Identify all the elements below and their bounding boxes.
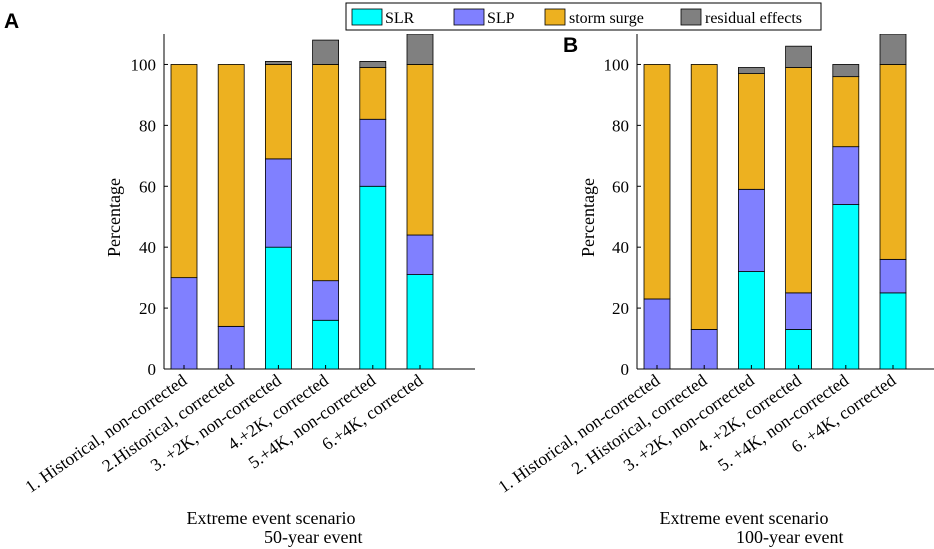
legend-swatch-slp	[453, 8, 485, 26]
y-axis-label: Percentage	[578, 178, 598, 257]
y-tick-label: 0	[148, 360, 157, 379]
y-tick-label: 80	[612, 116, 629, 135]
bar-segment-slr	[264, 246, 292, 369]
bar-segment-slr	[879, 292, 907, 369]
bar-segment-storm-surge	[312, 64, 340, 282]
bar-segment-storm-surge	[832, 76, 860, 148]
bar-segment-slr	[359, 185, 387, 369]
y-tick-label: 80	[139, 116, 156, 135]
event-subtitle: 50-year event	[264, 527, 362, 547]
bar-segment-slp	[738, 188, 765, 272]
bar-segment-slr	[312, 319, 340, 369]
legend-label-slr: SLR	[385, 10, 415, 27]
bar-segment-storm-surge	[785, 67, 812, 294]
bar-segment-slp	[264, 158, 292, 248]
bar-segment-storm-surge	[170, 64, 198, 279]
bar-segment-residual-effects	[738, 67, 765, 74]
bar-segment-residual-effects	[406, 34, 434, 65]
bar-segment-slp	[217, 325, 245, 369]
bar-segment-residual-effects	[312, 39, 340, 65]
bars	[643, 34, 907, 369]
bar-segment-storm-surge	[406, 64, 434, 236]
bar-segment-slr	[785, 329, 812, 369]
bars	[170, 34, 434, 369]
bar-segment-storm-surge	[738, 73, 765, 190]
legend: SLR SLP storm surge residual effects	[345, 2, 822, 31]
bar-segment-slp	[359, 118, 387, 187]
legend-label-surge: storm surge	[569, 10, 644, 27]
bar-segment-storm-surge	[643, 64, 671, 300]
bar-segment-slp	[170, 277, 198, 369]
legend-label-slp: SLP	[487, 10, 515, 27]
bar-segment-slp	[832, 146, 860, 205]
y-tick-label: 20	[612, 299, 629, 318]
legend-label-residual: residual effects	[705, 10, 802, 27]
bar-segment-slp	[879, 258, 907, 294]
y-tick-label: 100	[604, 55, 630, 74]
y-tick-label: 40	[139, 238, 156, 257]
bar-segment-storm-surge	[264, 64, 292, 160]
y-tick-label: 0	[621, 360, 630, 379]
bar-segment-slr	[406, 274, 434, 369]
bar-segment-storm-surge	[359, 67, 387, 120]
legend-swatch-residual	[680, 8, 702, 26]
bar-segment-storm-surge	[879, 64, 907, 260]
legend-swatch-surge	[544, 8, 566, 26]
y-tick-label: 60	[139, 177, 156, 196]
bar-segment-slp	[406, 234, 434, 275]
bar-segment-slr	[738, 271, 765, 369]
bar-segment-slp	[690, 329, 718, 369]
panel-b-letter: B	[563, 34, 578, 57]
bar-segment-residual-effects	[359, 61, 387, 68]
legend-box	[345, 2, 822, 31]
bar-segment-slp	[643, 298, 671, 369]
bar-segment-residual-effects	[879, 34, 907, 65]
bar-segment-slp	[785, 292, 812, 330]
bar-segment-residual-effects	[832, 64, 860, 78]
bar-segment-slp	[312, 280, 340, 321]
y-axis-label: Percentage	[104, 178, 124, 257]
y-tick-label: 20	[139, 299, 156, 318]
bar-segment-residual-effects	[785, 45, 812, 68]
bar-segment-storm-surge	[217, 64, 245, 327]
legend-swatch-slr	[351, 8, 383, 26]
y-tick-label: 40	[612, 238, 629, 257]
bar-segment-slr	[832, 204, 860, 369]
x-axis-label: Extreme event scenario	[660, 508, 829, 528]
bar-segment-storm-surge	[690, 64, 718, 330]
y-tick-label: 100	[131, 55, 157, 74]
bar-segment-residual-effects	[264, 61, 292, 65]
panel-a-letter: A	[4, 10, 19, 33]
y-tick-label: 60	[612, 177, 629, 196]
x-axis-label: Extreme event scenario	[187, 508, 356, 528]
event-subtitle: 100-year event	[736, 527, 843, 547]
